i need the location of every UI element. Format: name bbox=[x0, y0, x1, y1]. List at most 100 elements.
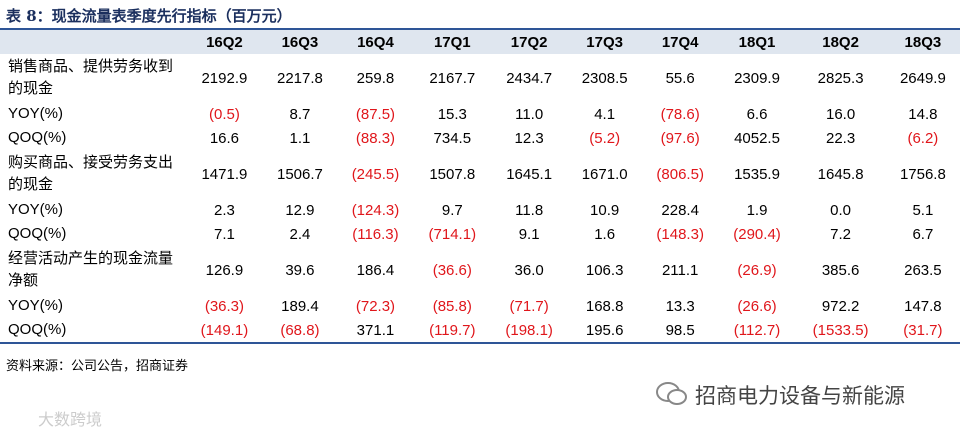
value-cell: (806.5) bbox=[656, 165, 704, 183]
value-cell: (5.2) bbox=[589, 129, 621, 147]
value-cell: 2649.9 bbox=[899, 69, 946, 87]
column-header: 17Q1 bbox=[413, 29, 491, 54]
value-cell: 36.0 bbox=[514, 261, 544, 279]
value-cell: 98.5 bbox=[665, 321, 695, 339]
table-row: QOQ(%) 16.6 1.1 (88.3) 734.5 12.3 (5.2) (97.6) 4… bbox=[0, 126, 960, 150]
corner-cell bbox=[0, 29, 186, 54]
value-cell: (0.5) bbox=[209, 105, 240, 123]
column-header: 17Q2 bbox=[490, 29, 568, 54]
row-label: YOY(%) bbox=[8, 297, 64, 314]
value-cell: 1507.8 bbox=[429, 165, 476, 183]
table-row: 销售商品、提供劳务收到的现金 2192.9 2217.8 259.8 2167.7 243… bbox=[0, 54, 960, 102]
value-cell: (71.7) bbox=[509, 297, 549, 315]
value-cell: 189.4 bbox=[281, 297, 319, 315]
watermark-corner: 大数跨境 bbox=[38, 412, 103, 429]
row-label: 经营活动产生的现金流量净额 bbox=[8, 250, 174, 289]
header-row: 16Q2 16Q3 16Q4 17Q1 17Q2 17Q3 17Q4 18Q1 18Q2 18Q3 bbox=[0, 29, 960, 54]
value-cell: 6.7 bbox=[912, 225, 934, 243]
value-cell: (714.1) bbox=[428, 225, 477, 243]
value-cell: (148.3) bbox=[656, 225, 704, 243]
column-header: 17Q4 bbox=[641, 29, 719, 54]
value-cell: 2.4 bbox=[289, 225, 311, 243]
value-cell: 12.9 bbox=[285, 201, 315, 219]
value-cell: 211.1 bbox=[661, 261, 699, 279]
value-cell: 195.6 bbox=[585, 321, 624, 339]
value-cell: 2192.9 bbox=[201, 69, 248, 87]
table-row: YOY(%) (36.3) 189.4 (72.3) (85.8) (71.7) 168.8… bbox=[0, 294, 960, 318]
value-cell: 5.1 bbox=[912, 201, 934, 219]
value-cell: 1671.0 bbox=[581, 165, 628, 183]
value-cell: 1.9 bbox=[746, 201, 768, 219]
value-cell: 168.8 bbox=[585, 297, 624, 315]
value-cell: (1533.5) bbox=[812, 321, 869, 339]
value-cell: (290.4) bbox=[733, 225, 781, 243]
value-cell: 7.2 bbox=[830, 225, 852, 243]
value-cell: (245.5) bbox=[351, 165, 400, 183]
value-cell: 9.7 bbox=[441, 201, 463, 219]
column-header: 17Q3 bbox=[567, 29, 642, 54]
value-cell: 1756.8 bbox=[899, 165, 946, 183]
value-cell: (119.7) bbox=[429, 321, 476, 339]
value-cell: (88.3) bbox=[355, 129, 396, 147]
value-cell: (31.7) bbox=[903, 321, 943, 339]
value-cell: 15.3 bbox=[437, 105, 467, 123]
value-cell: 10.9 bbox=[590, 201, 620, 219]
value-cell: (36.6) bbox=[432, 261, 472, 279]
value-cell: 228.4 bbox=[661, 201, 699, 219]
value-cell: 39.6 bbox=[285, 261, 315, 279]
value-cell: 259.8 bbox=[356, 69, 395, 87]
value-cell: 972.2 bbox=[821, 297, 860, 315]
value-cell: 14.8 bbox=[908, 105, 938, 123]
value-cell: (112.7) bbox=[733, 321, 781, 339]
row-label: YOY(%) bbox=[8, 105, 64, 122]
value-cell: 2309.9 bbox=[734, 69, 780, 87]
value-cell: (26.9) bbox=[737, 261, 777, 279]
value-cell: 106.3 bbox=[585, 261, 624, 279]
table-row: 购买商品、接受劳务支出的现金 1471.9 1506.7 (245.5) 1507.8 1… bbox=[0, 150, 960, 198]
table-row: QOQ(%) (149.1) (68.8) 371.1 (119.7) (198.1) 19… bbox=[0, 318, 960, 343]
row-label: 购买商品、接受劳务支出的现金 bbox=[8, 154, 174, 193]
value-cell: 2217.8 bbox=[276, 69, 323, 87]
value-cell: 1471.9 bbox=[201, 165, 248, 183]
value-cell: 16.0 bbox=[826, 105, 856, 123]
value-cell: 1.6 bbox=[594, 225, 616, 243]
value-cell: 147.8 bbox=[904, 297, 942, 315]
value-cell: 11.8 bbox=[515, 201, 544, 219]
value-cell: 1.1 bbox=[289, 129, 311, 147]
value-cell: 126.9 bbox=[205, 261, 244, 279]
data-table: 16Q2 16Q3 16Q4 17Q1 17Q2 17Q3 17Q4 18Q1 18Q2 18Q3… bbox=[0, 28, 960, 344]
column-header: 18Q2 bbox=[795, 29, 886, 54]
wechat-icon bbox=[656, 382, 687, 405]
value-cell: 11.0 bbox=[515, 105, 544, 123]
value-cell: 4052.5 bbox=[734, 129, 780, 147]
value-cell: 371.1 bbox=[356, 321, 395, 339]
table-row: YOY(%) 2.3 12.9 (124.3) 9.7 11.8 10.9 228.4 1.9 0… bbox=[0, 198, 960, 222]
value-cell: 1645.1 bbox=[506, 165, 553, 183]
row-label: YOY(%) bbox=[8, 201, 64, 218]
value-cell: 13.3 bbox=[665, 297, 695, 315]
value-cell: (78.6) bbox=[660, 105, 700, 123]
row-label: QOQ(%) bbox=[8, 321, 67, 338]
value-cell: 263.5 bbox=[904, 261, 942, 279]
value-cell: (6.2) bbox=[907, 129, 939, 147]
value-cell: 7.1 bbox=[213, 225, 235, 243]
value-cell: 9.1 bbox=[518, 225, 540, 243]
value-cell: 22.3 bbox=[826, 129, 856, 147]
value-cell: 1645.8 bbox=[817, 165, 864, 183]
value-cell: 2825.3 bbox=[817, 69, 864, 87]
value-cell: (68.8) bbox=[280, 321, 320, 339]
value-cell: 16.6 bbox=[209, 129, 240, 147]
value-cell: 2434.7 bbox=[506, 69, 553, 87]
source-note: 资料来源：公司公告，招商证券 bbox=[6, 358, 189, 373]
row-label: 销售商品、提供劳务收到的现金 bbox=[8, 58, 174, 97]
table-body: 销售商品、提供劳务收到的现金 2192.9 2217.8 259.8 2167.7 243… bbox=[0, 54, 960, 343]
table-row: YOY(%) (0.5) 8.7 (87.5) 15.3 11.0 4.1 (78.6) 6.6… bbox=[0, 102, 960, 126]
value-cell: 1506.7 bbox=[276, 165, 323, 183]
value-cell: 8.7 bbox=[289, 105, 311, 123]
value-cell: 734.5 bbox=[433, 129, 472, 147]
value-cell: (26.6) bbox=[737, 297, 777, 315]
value-cell: (149.1) bbox=[200, 321, 249, 339]
value-cell: (87.5) bbox=[355, 105, 396, 123]
value-cell: (116.3) bbox=[352, 225, 399, 243]
